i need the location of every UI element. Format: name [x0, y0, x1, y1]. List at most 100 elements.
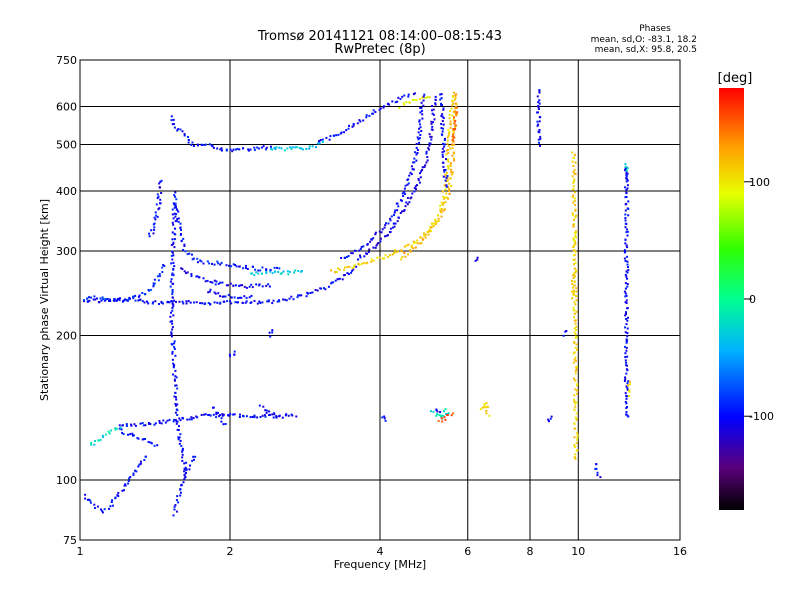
echo-point [374, 246, 377, 249]
echo-point [352, 268, 355, 271]
echo-point [574, 359, 577, 362]
echo-point [485, 406, 488, 409]
echo-point [383, 105, 385, 108]
echo-point [441, 420, 444, 423]
echo-point [201, 302, 204, 305]
echo-point [101, 434, 104, 437]
echo-point [339, 132, 342, 135]
echo-point [186, 418, 189, 421]
echo-point [537, 101, 540, 104]
echo-point [297, 294, 300, 297]
echo-point [158, 186, 161, 189]
echo-point [426, 159, 429, 162]
echo-point [448, 131, 451, 134]
echo-point [571, 212, 574, 215]
echo-point [321, 141, 324, 143]
echo-point [203, 413, 206, 416]
echo-point [573, 191, 576, 194]
echo-point [455, 106, 458, 109]
echo-point [128, 477, 131, 480]
echo-point [204, 302, 207, 305]
echo-point [227, 414, 230, 417]
echo-point [136, 437, 139, 439]
echo-point [251, 265, 254, 268]
echo-point [309, 292, 312, 294]
echo-point [346, 266, 349, 269]
echo-point [176, 218, 179, 220]
echo-point [440, 127, 443, 130]
echo-point [412, 247, 415, 250]
echo-point [420, 242, 423, 245]
echo-point [483, 406, 486, 409]
echo-point [572, 306, 575, 309]
echo-point [424, 164, 427, 167]
echo-point [625, 174, 628, 177]
echo-point [444, 208, 446, 211]
echo-point [374, 111, 377, 113]
echo-point [241, 301, 244, 304]
echo-point [125, 425, 128, 427]
echo-point [447, 197, 450, 200]
echo-point [454, 112, 457, 115]
echo-point [152, 223, 155, 226]
echo-point [233, 296, 236, 299]
echo-point [185, 300, 188, 303]
echo-point [571, 297, 574, 300]
echo-point [426, 96, 429, 99]
echo-point [424, 236, 427, 239]
echo-point [261, 414, 264, 417]
echo-point [276, 266, 278, 269]
echo-point [574, 372, 577, 375]
echo-point [427, 233, 430, 236]
echo-point [171, 350, 174, 353]
echo-point [227, 294, 230, 297]
echo-point [183, 470, 186, 473]
echo-point [171, 273, 174, 276]
echo-point [403, 252, 406, 254]
echo-point [182, 237, 185, 240]
echo-point [209, 414, 212, 417]
echo-point [214, 292, 217, 295]
echo-point [625, 338, 628, 341]
echo-point [176, 403, 179, 406]
echo-point [453, 122, 456, 125]
echo-point [625, 346, 628, 349]
echo-point [625, 228, 628, 231]
echo-point [376, 243, 379, 246]
echo-point [573, 243, 576, 246]
echo-point [83, 299, 85, 302]
echo-point [332, 281, 335, 284]
echo-point [443, 150, 446, 153]
echo-point [451, 143, 454, 146]
echo-point [573, 301, 576, 304]
echo-point [624, 242, 627, 245]
echo-point [420, 130, 423, 132]
echo-point [405, 201, 408, 204]
echo-point [385, 222, 387, 225]
echo-point [130, 423, 132, 426]
echo-point [626, 263, 629, 266]
echo-point [431, 112, 434, 115]
echo-point [438, 414, 441, 416]
echo-point [289, 146, 292, 149]
echo-point [407, 95, 410, 98]
echo-point [536, 95, 539, 98]
data-points [83, 89, 631, 517]
echo-point [440, 93, 443, 96]
echo-point [237, 301, 239, 304]
echo-point [384, 224, 387, 227]
echo-point [450, 173, 453, 176]
echo-point [153, 423, 156, 426]
echo-point [141, 422, 144, 424]
echo-point [156, 197, 159, 200]
echo-point [625, 231, 628, 234]
echo-point [171, 213, 174, 216]
echo-point [427, 230, 430, 233]
echo-point [90, 441, 93, 444]
echo-point [221, 414, 224, 417]
echo-point [175, 376, 178, 379]
echo-point [158, 420, 161, 422]
echo-point [594, 467, 597, 470]
echo-point [446, 139, 449, 142]
echo-point [404, 184, 407, 187]
